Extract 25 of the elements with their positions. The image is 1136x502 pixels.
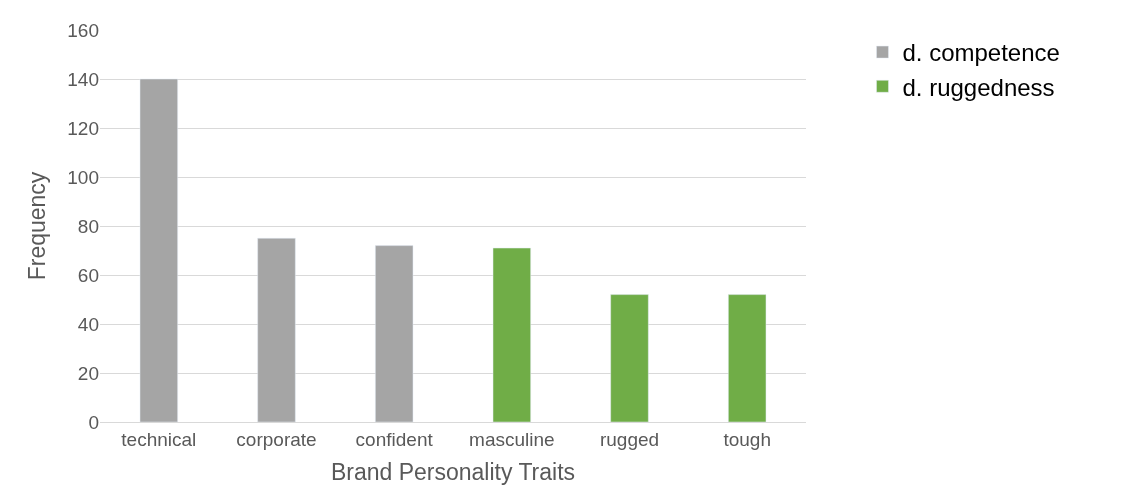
y-tick-label: 160: [67, 19, 99, 41]
x-axis-title: Brand Personality Traits: [330, 459, 576, 486]
bar: [139, 78, 178, 422]
bar: [375, 245, 414, 422]
x-tick-label: tough: [723, 428, 771, 450]
y-axis-title: Frequency: [23, 171, 50, 281]
legend-label: d. competence: [902, 39, 1060, 67]
x-tick-label: masculine: [469, 428, 555, 450]
x-tick-label: corporate: [236, 428, 317, 450]
y-tick-label: 140: [67, 68, 99, 90]
x-tick-label: rugged: [599, 428, 660, 450]
y-tick-label: 40: [77, 313, 99, 335]
x-tick-label: confident: [355, 428, 434, 450]
bar: [610, 294, 649, 422]
y-tick-label: 0: [88, 411, 99, 433]
y-tick-label: 60: [77, 264, 99, 286]
bar: [257, 238, 296, 422]
legend-label: d. ruggedness: [902, 73, 1055, 101]
bar: [728, 294, 767, 422]
y-tick-label: 120: [67, 117, 99, 139]
y-tick-label: 20: [77, 362, 99, 384]
x-tick-label: technical: [121, 428, 197, 450]
y-tick-label: 80: [77, 215, 99, 237]
y-tick-label: 100: [67, 166, 99, 188]
bar: [492, 247, 531, 422]
